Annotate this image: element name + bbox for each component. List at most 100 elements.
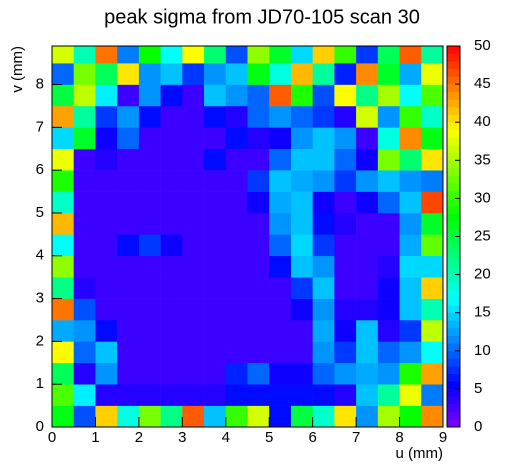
heatmap-cell — [182, 191, 205, 214]
y-tick-label: 2 — [36, 332, 44, 349]
heatmap-cell — [269, 384, 292, 406]
heatmap-cell — [225, 148, 248, 171]
x-tick-label: 0 — [48, 429, 56, 446]
heatmap-cell — [225, 127, 248, 150]
heatmap-cell — [52, 277, 75, 299]
heatmap-cell — [160, 234, 183, 257]
heatmap-cell — [52, 384, 75, 406]
heatmap-cell — [290, 341, 313, 364]
heatmap-cell — [377, 212, 400, 235]
heatmap-cell — [225, 384, 248, 406]
colorbar-band — [447, 175, 460, 184]
heatmap-cell — [95, 277, 118, 299]
heatmap-cell — [269, 255, 292, 278]
heatmap-cell — [225, 212, 248, 235]
heatmap-cell — [290, 234, 313, 257]
x-tick-label: 1 — [91, 429, 99, 446]
heatmap-cell — [421, 148, 444, 171]
heatmap-cell — [117, 46, 140, 64]
heatmap-cell — [117, 298, 140, 321]
heatmap-cell — [138, 298, 161, 321]
heatmap-cell — [73, 191, 96, 214]
y-tick-label: 4 — [36, 247, 44, 264]
heatmap-cell — [73, 63, 96, 85]
z-tick-label: 25 — [474, 227, 491, 244]
heatmap-cell — [182, 341, 205, 364]
heatmap-cell — [356, 170, 379, 192]
y-tick-label: 5 — [36, 204, 44, 221]
heatmap-cell — [95, 234, 118, 257]
heatmap-cell — [399, 277, 422, 299]
heatmap-cell — [334, 384, 357, 406]
heatmap-cell — [356, 148, 379, 171]
heatmap-cell — [95, 362, 118, 385]
heatmap-cell — [225, 63, 248, 85]
heatmap-cell — [95, 63, 118, 85]
heatmap-cell — [399, 341, 422, 364]
heatmap-cell — [138, 277, 161, 299]
heatmap-cell — [312, 191, 335, 214]
heatmap-cell — [399, 46, 422, 64]
heatmap-cell — [269, 277, 292, 299]
heatmap-cell — [399, 191, 422, 214]
colorbar-band — [447, 106, 460, 115]
heatmap-cell — [225, 46, 248, 64]
heatmap-cell — [95, 255, 118, 278]
heatmap-cell — [312, 46, 335, 64]
heatmap-cell — [421, 191, 444, 214]
colorbar-band — [447, 183, 460, 192]
heatmap-cell — [247, 46, 270, 64]
heatmap-cell — [117, 255, 140, 278]
colorbar-band — [447, 366, 460, 374]
heatmap-cell — [247, 170, 270, 192]
heatmap-cell — [356, 127, 379, 150]
heatmap-cell — [377, 63, 400, 85]
colorbar-band — [447, 305, 460, 313]
colorbar-band — [447, 213, 460, 222]
heatmap-cell — [399, 384, 422, 406]
heatmap-cell — [73, 384, 96, 406]
heatmap-cell — [377, 384, 400, 406]
heatmap-cell — [95, 212, 118, 235]
heatmap-cell — [421, 384, 444, 406]
heatmap-cell — [117, 405, 140, 428]
heatmap-cell — [290, 127, 313, 150]
heatmap-cell — [160, 298, 183, 321]
heatmap-cell — [182, 63, 205, 85]
heatmap-cell — [312, 405, 335, 428]
heatmap-cell — [204, 46, 227, 64]
heatmap-cell — [52, 234, 75, 257]
heatmap-cell — [160, 212, 183, 235]
heatmap-cell — [269, 405, 292, 428]
heatmap-cell — [399, 319, 422, 342]
y-tick-label: 7 — [36, 118, 44, 135]
heatmap-cell — [312, 255, 335, 278]
heatmap-cell — [204, 170, 227, 192]
heatmap-cell — [312, 384, 335, 406]
heatmap-cell — [312, 277, 335, 299]
x-tick-label: 7 — [352, 429, 360, 446]
heatmap-cell — [334, 234, 357, 257]
heatmap-cell — [290, 170, 313, 192]
heatmap-cell — [52, 46, 75, 64]
colorbar-band — [447, 350, 460, 359]
colorbar-band — [447, 274, 460, 283]
heatmap-cell — [73, 362, 96, 385]
heatmap-cell — [290, 148, 313, 171]
x-tick-label: 3 — [178, 429, 186, 446]
heatmap-cell — [247, 255, 270, 278]
colorbar-band — [447, 381, 460, 390]
z-tick-label: 35 — [474, 151, 491, 168]
heatmap-cell — [269, 212, 292, 235]
z-tick-label: 5 — [474, 380, 482, 397]
colorbar-band — [447, 388, 460, 397]
heatmap-cell — [334, 127, 357, 150]
heatmap-cell — [269, 298, 292, 321]
heatmap-cell — [247, 212, 270, 235]
z-tick-label: 45 — [474, 75, 491, 92]
heatmap-cell — [204, 212, 227, 235]
heatmap-cell — [399, 212, 422, 235]
heatmap-cell — [52, 148, 75, 171]
heatmap-cell — [117, 105, 140, 128]
heatmap-cell — [204, 319, 227, 342]
